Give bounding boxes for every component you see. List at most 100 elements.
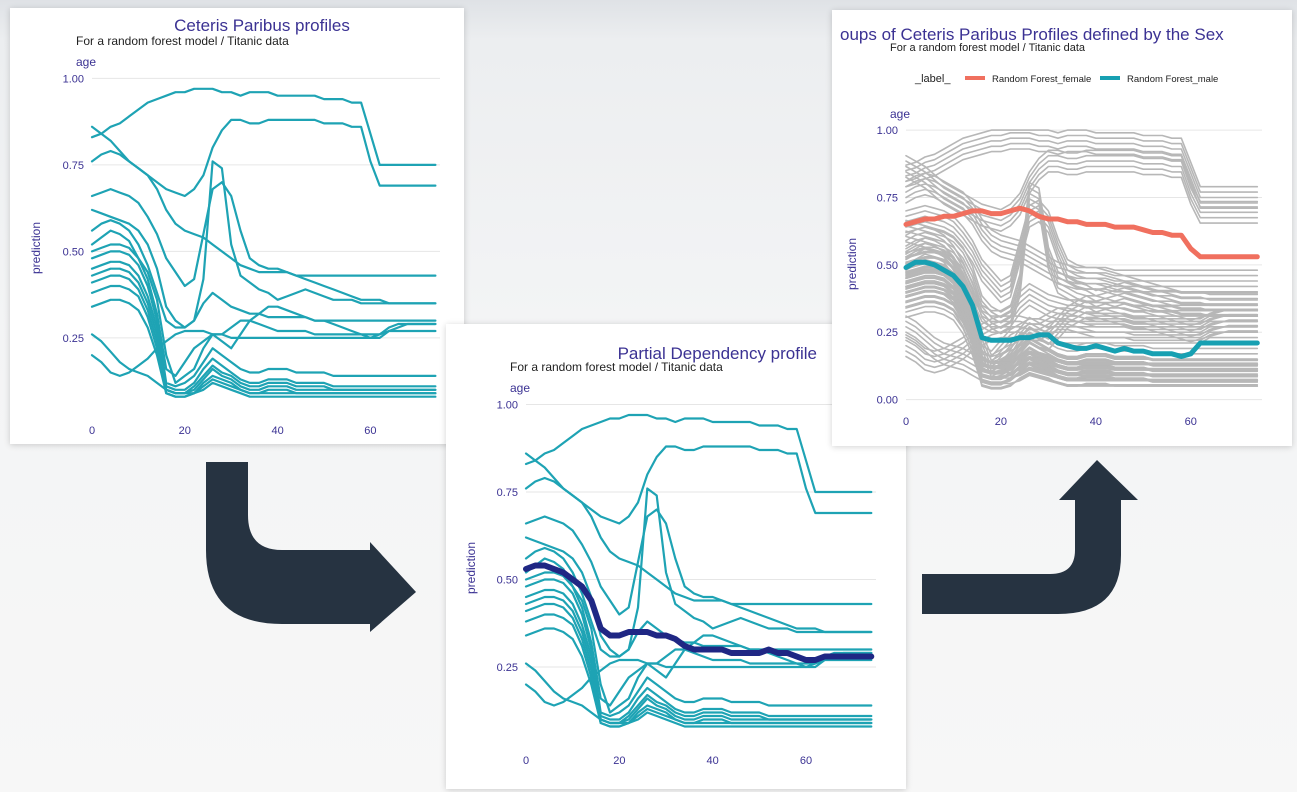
cp-profile-line — [524, 602, 873, 725]
cp-profile-line — [905, 183, 1259, 282]
cp-profile-line — [90, 160, 437, 329]
cp-profile-line — [905, 320, 1259, 358]
partial-dependency-chart-panel: Partial Dependency profile For a random … — [446, 324, 906, 789]
cp-profile-line — [90, 181, 437, 305]
cp-profile-line — [905, 326, 1259, 363]
cp-profile-line — [905, 315, 1259, 366]
cp-profile-line — [905, 237, 1259, 352]
y-tick-label: 0.50 — [877, 260, 898, 272]
x-tick-label: 0 — [523, 755, 529, 767]
y-tick-label: 0.50 — [497, 575, 518, 587]
x-tick-label: 60 — [364, 425, 376, 437]
cp-profile-line — [905, 315, 1259, 352]
cp-profile-line — [524, 662, 873, 728]
cp-profile-line — [905, 326, 1259, 377]
cp-profile-line — [524, 578, 873, 718]
y-axis-label: prediction — [845, 238, 859, 290]
cp-profile-line — [90, 274, 437, 395]
cp-profile-line — [90, 243, 437, 384]
cp-profile-line — [905, 300, 1259, 378]
cp-profile-line — [524, 487, 873, 658]
x-tick-label: 40 — [1090, 416, 1102, 428]
x-tick-label: 40 — [271, 425, 283, 437]
cp-profile-line — [905, 137, 1259, 199]
cp-profile-line — [905, 246, 1259, 356]
cp-profile-line — [905, 172, 1259, 271]
y-tick-label: 0.75 — [877, 192, 898, 204]
cp-profile-line — [524, 476, 873, 606]
ceteris-paribus-chart-panel: Ceteris Paribus profiles For a random fo… — [10, 8, 464, 444]
chart-title: Partial Dependency profile — [618, 344, 817, 363]
ceteris-paribus-chart: Ceteris Paribus profiles For a random fo… — [29, 16, 440, 437]
x-tick-label: 20 — [179, 425, 191, 437]
cp-profile-line — [524, 627, 873, 728]
cp-profile-line — [905, 331, 1259, 369]
cp-profile-line — [905, 336, 1259, 387]
cp-profile-line — [90, 87, 437, 166]
cp-profile-line — [905, 129, 1259, 188]
cp-profile-line — [905, 305, 1259, 383]
y-tick-label: 0.25 — [63, 333, 84, 345]
y-tick-label: 0.25 — [877, 327, 898, 339]
cp-profile-line — [905, 265, 1259, 364]
chart-subtitle: For a random forest model / Titanic data — [510, 360, 723, 374]
male-profile-line — [903, 259, 1260, 359]
legend-title: _label_ — [914, 73, 951, 85]
x-tick-label: 20 — [995, 416, 1007, 428]
cp-profile-line — [905, 289, 1259, 367]
cp-profile-line — [524, 588, 873, 721]
cp-profile-line — [905, 251, 1259, 362]
x-tick-label: 20 — [613, 755, 625, 767]
cp-profile-line — [905, 192, 1259, 324]
cp-profile-line — [90, 118, 437, 198]
x-tick-label: 60 — [1185, 416, 1197, 428]
cp-profile-line — [90, 149, 437, 277]
cp-profile-line — [905, 204, 1259, 301]
plot-area: 0.25 0.50 0.75 1.00 0 20 40 60 — [497, 400, 876, 767]
y-tick-label: 0.25 — [497, 662, 518, 674]
chart-subtitle: For a random forest model / Titanic data — [890, 42, 1086, 54]
y-tick-label: 0.75 — [497, 487, 518, 499]
y-tick-label: 0.50 — [63, 246, 84, 258]
cp-profile-line — [905, 331, 1259, 382]
facet-label: age — [76, 55, 96, 69]
cp-profile-line — [905, 215, 1259, 312]
cp-profile-line — [524, 445, 873, 525]
cp-profile-line — [905, 269, 1259, 363]
cp-profile-line — [524, 658, 873, 707]
facet-label: age — [510, 381, 530, 395]
cp-profile-line — [905, 177, 1259, 277]
cp-profile-line — [90, 219, 437, 329]
cp-profile-line — [905, 199, 1259, 296]
y-axis-label: prediction — [464, 542, 478, 594]
y-tick-label: 1.00 — [63, 73, 84, 85]
chart-title: Ceteris Paribus profiles — [174, 16, 350, 35]
x-tick-label: 60 — [800, 755, 812, 767]
y-tick-label: 1.00 — [497, 400, 518, 412]
cp-profile-line — [90, 329, 437, 377]
y-tick-label: 0.00 — [877, 395, 898, 407]
y-axis-label: prediction — [29, 222, 43, 274]
partial-dependency-chart: Partial Dependency profile For a random … — [464, 344, 876, 767]
cp-profile-line — [905, 320, 1259, 371]
legend-item-female: Random Forest_female — [992, 74, 1091, 85]
cp-profile-line — [90, 298, 437, 398]
legend: _label_ Random Forest_female Random Fore… — [914, 73, 1218, 85]
x-tick-label: 40 — [707, 755, 719, 767]
plot-area: 0.00 0.25 0.50 0.75 1.00 0 20 40 60 — [877, 125, 1262, 428]
grouped-profiles-chart-panel: oups of Ceteris Paribus Profiles defined… — [832, 10, 1292, 446]
x-tick-label: 0 — [903, 416, 909, 428]
cp-profile-line — [524, 546, 873, 658]
facet-label: age — [890, 107, 910, 121]
plot-area: 0.25 0.50 0.75 1.00 0 20 40 60 — [63, 73, 440, 437]
cp-profile-line — [905, 132, 1259, 193]
arrow-right-up-icon — [922, 460, 1138, 614]
cp-profile-line — [90, 333, 437, 398]
y-tick-label: 0.75 — [63, 160, 84, 172]
chart-subtitle: For a random forest model / Titanic data — [76, 34, 289, 48]
cp-profile-line — [905, 295, 1259, 373]
female-profile-line — [903, 205, 1260, 260]
cp-profile-line — [524, 413, 873, 494]
cp-profile-line — [524, 571, 873, 714]
y-tick-label: 1.00 — [877, 125, 898, 137]
